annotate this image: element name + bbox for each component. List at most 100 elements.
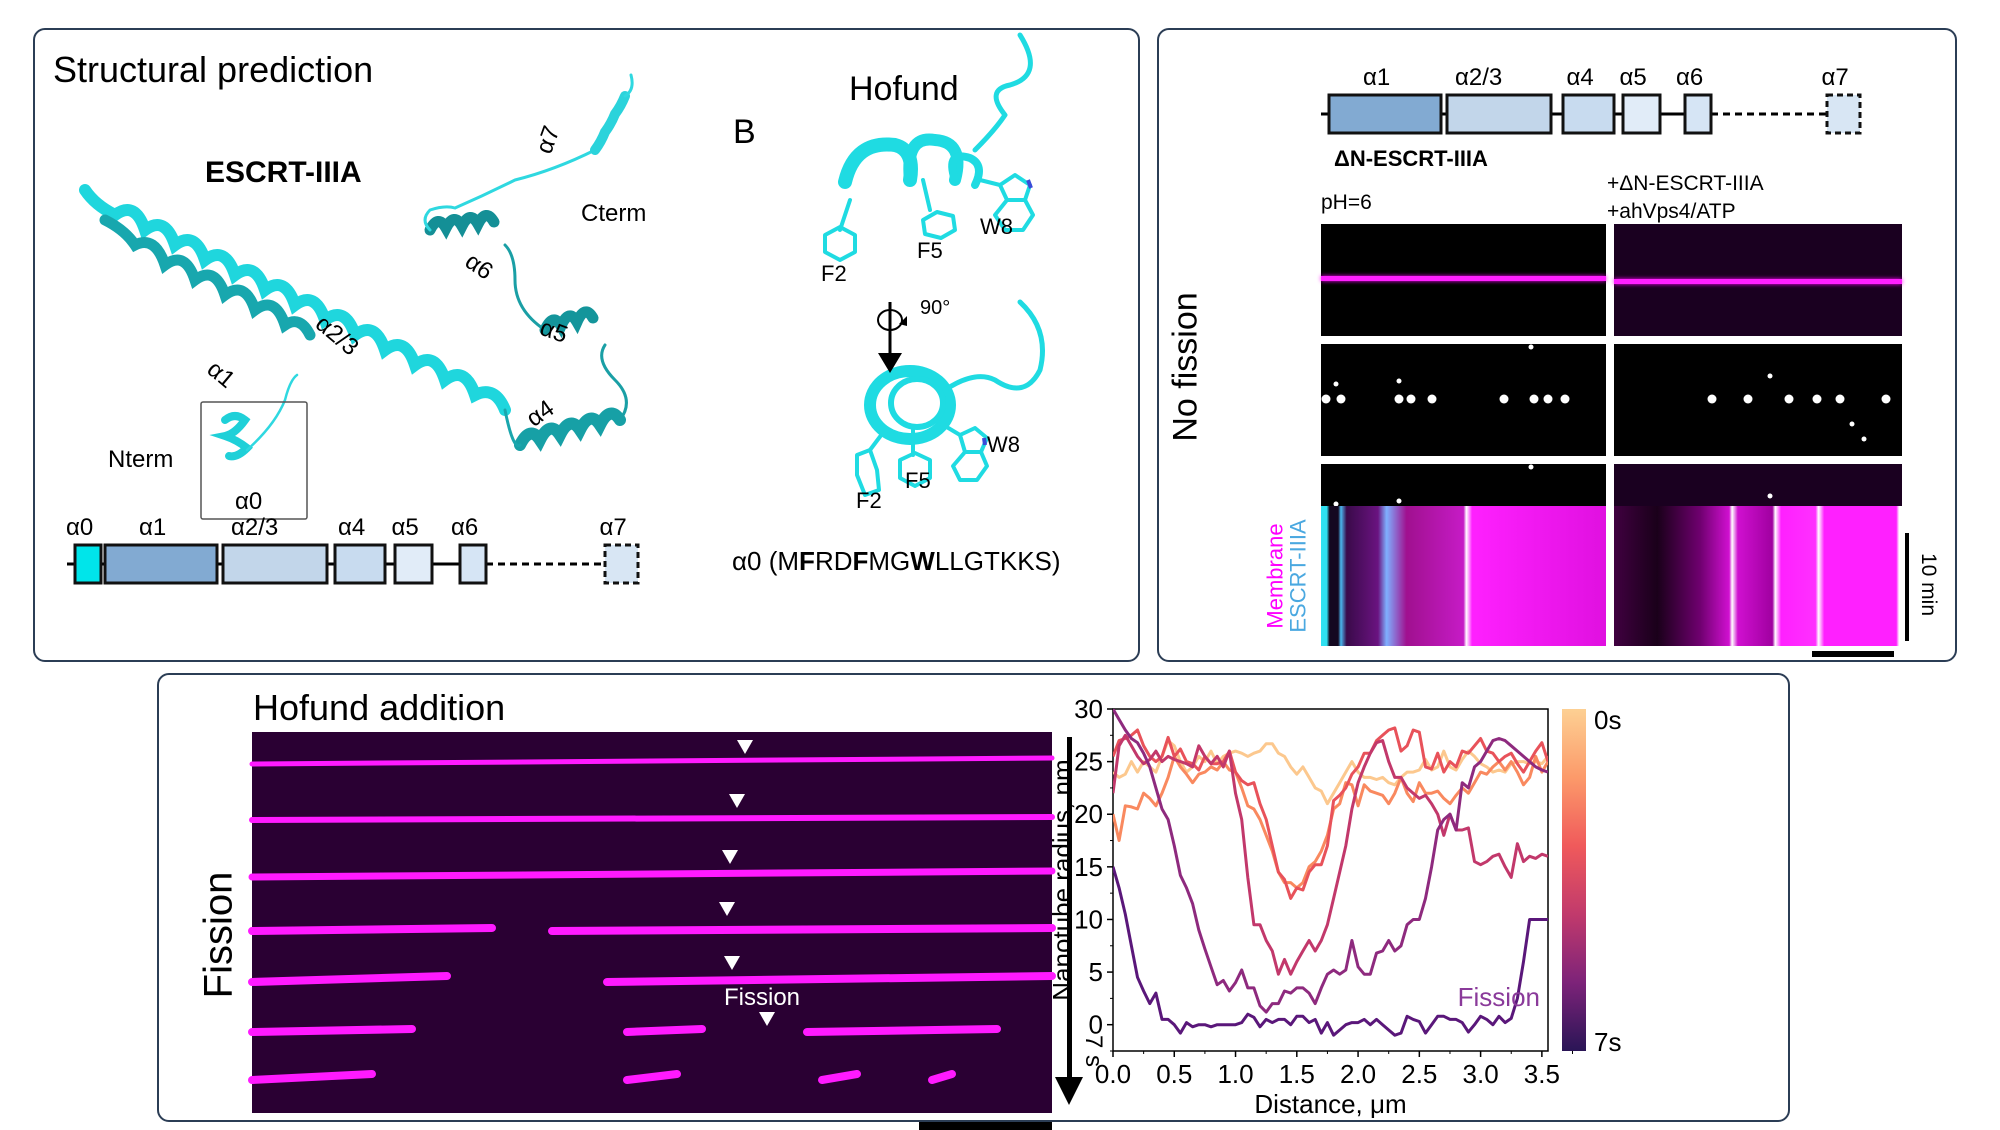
- helix-a6: [424, 210, 500, 240]
- domain-label: α6: [451, 514, 479, 541]
- y-axis-label: Nanotube radius, nm: [1047, 759, 1077, 1000]
- image-membrane-vps4: [1614, 224, 1902, 336]
- domain-label: α4: [1566, 64, 1594, 91]
- sequence-residue: LLGTKKS: [934, 546, 1052, 576]
- y-tick-label: 25: [1074, 747, 1103, 777]
- condition-right-line1: +ΔN-ESCRT-IIIA: [1607, 172, 1764, 195]
- series-line-t4: [1113, 709, 1548, 1014]
- y-tick-label: 5: [1089, 957, 1103, 987]
- escrt-puncta: [1560, 394, 1570, 404]
- residue-w8-top: W8: [980, 214, 1013, 239]
- x-tick-label: 3.5: [1524, 1059, 1560, 1089]
- sequence-residue: M: [777, 546, 800, 576]
- membrane-nanotube: [248, 1070, 376, 1084]
- domain-box-2: [221, 543, 329, 585]
- escrt-puncta: [1812, 394, 1822, 404]
- alpha0-inset-box: [200, 401, 308, 520]
- plot-area: [1112, 708, 1549, 1052]
- x-tick-label: 3.0: [1463, 1059, 1499, 1089]
- helix-a23: [79, 184, 511, 416]
- residue-f5-top: F5: [917, 238, 943, 263]
- domain-label: α7: [599, 514, 627, 541]
- row-label-fission: Fission: [196, 871, 241, 999]
- domain-label: α5: [1619, 64, 1647, 91]
- series-line-t2: [1113, 726, 1548, 900]
- fission-site-arrowhead-icon: [722, 850, 738, 864]
- panel-hofund-addition: Hofund addition Fission Fission 7 s 0 5 10…: [157, 673, 1790, 1130]
- membrane-nanotube: [248, 1025, 416, 1036]
- kymograph-vps4: [1614, 506, 1902, 646]
- x-tick-label: 0.0: [1095, 1059, 1131, 1089]
- domain-label: α7: [1821, 64, 1849, 91]
- fission-annotation-chart: Fission: [1458, 982, 1540, 1012]
- domain-label: α5: [391, 514, 419, 541]
- helix-a7: [590, 91, 630, 155]
- construct-label: ΔN-ESCRT-IIIA: [1334, 146, 1488, 171]
- membrane-nanotube: [623, 1025, 706, 1036]
- domain-box-3: [1621, 93, 1662, 135]
- colorbar: [1562, 709, 1586, 1051]
- sequence-suffix: ): [1051, 546, 1061, 576]
- membrane-nanotube: [248, 924, 496, 935]
- domain-box-5: [458, 543, 488, 585]
- panel-title: Structural prediction: [53, 49, 374, 90]
- fission-site-arrowhead-icon: [759, 1012, 775, 1026]
- row-label-no-fission: No fission: [1166, 292, 1205, 442]
- f2-ring-top: [823, 225, 857, 262]
- helix-a4: [514, 407, 626, 452]
- domain-box-0: [73, 543, 103, 585]
- fission-scale-bar: [919, 1122, 1052, 1130]
- domain-box-4: [393, 543, 434, 585]
- membrane-nanotube: [248, 867, 1056, 881]
- colorbar-top-label: 0s: [1594, 705, 1621, 735]
- condition-right-line2: +ahVps4/ATP: [1607, 200, 1736, 223]
- residue-f5-bottom: F5: [905, 468, 931, 493]
- alpha0-sequence: α0 (MFRDFMGWLLGTKKS): [732, 548, 1061, 574]
- escrt-puncta: [1835, 394, 1845, 404]
- fission-annotation: Fission: [724, 984, 801, 1011]
- f5-ring-top: [921, 210, 957, 240]
- series-line-t3: [1113, 733, 1548, 976]
- f2-ring-bottom: [855, 448, 881, 497]
- sequence-residue-highlight: F: [799, 546, 815, 576]
- panel-no-fission: ΔN-ESCRT-IIIA +ΔN-ESCRT-IIIA +ahVps4/ATP…: [1157, 28, 1957, 662]
- escrt-puncta: [1743, 394, 1753, 404]
- panel-structural-prediction: Structural prediction ESCRT-IIIA α1: [33, 28, 1140, 662]
- fission-site-arrowhead-icon: [719, 902, 735, 916]
- time-scale-bar: [1905, 533, 1909, 641]
- channel-label-escrt: ESCRT-IIIA: [1285, 519, 1311, 633]
- domain-label: α2/3: [231, 514, 279, 541]
- time-scale-label: 10 min: [1917, 552, 1941, 617]
- colorbar-bottom-label: 7s: [1594, 1027, 1621, 1057]
- image-escrt-ph6: [1321, 344, 1606, 456]
- cterm-label: Cterm: [581, 200, 647, 227]
- x-tick-label: 2.0: [1340, 1059, 1376, 1089]
- series-line-7s: [1113, 866, 1548, 1037]
- sequence-residue: RD: [814, 546, 853, 576]
- domain-label: α4: [338, 514, 366, 541]
- w8-ring-top: [998, 173, 1032, 202]
- image-membrane-ph6: [1321, 224, 1606, 336]
- rotation-arrow-icon: [877, 302, 907, 373]
- fission-site-arrowhead-icon: [729, 794, 745, 808]
- membrane-nanotube: [548, 924, 1056, 935]
- membrane-nanotube: [603, 972, 1056, 986]
- fission-site-arrowhead-icon: [724, 956, 740, 970]
- y-tick-label: 30: [1074, 694, 1103, 724]
- domain-box-1: [1445, 93, 1553, 135]
- inset-label-a0: α0: [235, 488, 263, 515]
- fission-time-series-image: Fission: [248, 732, 1056, 1113]
- time-arrow-icon: [1067, 737, 1072, 1082]
- x-tick-label: 1.0: [1217, 1059, 1253, 1089]
- residue-f2-top: F2: [821, 261, 847, 286]
- escrt-puncta: [1707, 394, 1717, 404]
- escrt-puncta: [1543, 394, 1553, 404]
- escrt-puncta: [1394, 394, 1404, 404]
- x-tick-label: 0.5: [1156, 1059, 1192, 1089]
- hofund-title: Hofund: [849, 70, 959, 108]
- helix-a5: [539, 306, 599, 339]
- helix-a1: [99, 214, 316, 341]
- domain-box-6: [603, 543, 640, 585]
- panel-title-hofund-addition: Hofund addition: [253, 687, 506, 728]
- escrt-iiia-structure: [79, 73, 634, 520]
